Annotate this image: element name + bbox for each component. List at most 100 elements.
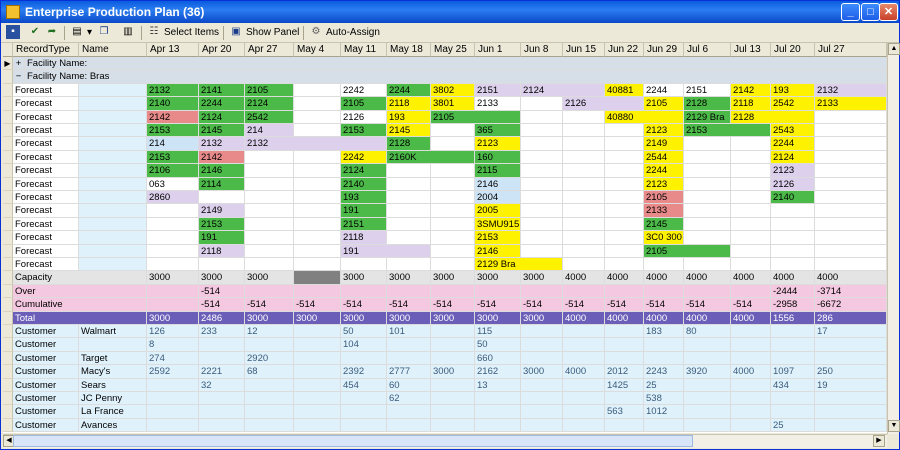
customer-value-cell[interactable]: 3920: [684, 365, 731, 379]
forecast-cell[interactable]: [771, 258, 815, 272]
row-selector[interactable]: [3, 137, 13, 151]
customer-value-cell[interactable]: [431, 378, 475, 392]
forecast-cell[interactable]: [731, 150, 771, 165]
forecast-cell[interactable]: 2140: [341, 177, 387, 191]
forecast-cell[interactable]: 2133: [475, 97, 521, 111]
forecast-cell[interactable]: 3802: [431, 83, 475, 98]
forecast-cell[interactable]: [294, 258, 341, 272]
forecast-cell[interactable]: [771, 231, 815, 245]
customer-value-cell[interactable]: 2592: [147, 365, 199, 379]
customer-value-cell[interactable]: [771, 351, 815, 366]
close-button[interactable]: ✕: [879, 3, 898, 21]
forecast-cell[interactable]: 2105: [644, 191, 684, 205]
forecast-cell[interactable]: [245, 150, 294, 165]
copy-icon[interactable]: ❐: [99, 26, 109, 38]
production-grid[interactable]: RecordType Name Apr 13 Apr 20 Apr 27 May 4 May…: [3, 43, 887, 433]
forecast-cell[interactable]: [294, 124, 341, 138]
column-header[interactable]: Jun 15: [563, 43, 605, 57]
customer-value-cell[interactable]: [563, 338, 605, 352]
customer-value-cell[interactable]: [521, 325, 563, 339]
forecast-cell[interactable]: [521, 150, 563, 165]
column-header[interactable]: Jun 29: [644, 43, 684, 57]
customer-value-cell[interactable]: [199, 405, 245, 419]
customer-value-cell[interactable]: 68: [245, 365, 294, 379]
forecast-cell[interactable]: 2151: [684, 83, 731, 98]
horizontal-scrollbar[interactable]: ◀ ▶: [3, 434, 887, 448]
row-selector[interactable]: [3, 284, 13, 299]
customer-value-cell[interactable]: [731, 325, 771, 339]
forecast-cell[interactable]: 2242: [341, 150, 387, 165]
row-selector[interactable]: [3, 298, 13, 312]
customer-value-cell[interactable]: 538: [644, 392, 684, 406]
customer-value-cell[interactable]: 17: [815, 325, 887, 339]
forecast-cell[interactable]: 193: [341, 191, 387, 205]
row-selector[interactable]: [3, 258, 13, 272]
forecast-cell[interactable]: 2153: [341, 124, 387, 138]
forecast-cell[interactable]: [563, 244, 605, 258]
customer-value-cell[interactable]: [294, 378, 341, 392]
forecast-cell[interactable]: [245, 217, 294, 232]
customer-value-cell[interactable]: 2221: [199, 365, 245, 379]
customer-value-cell[interactable]: [294, 405, 341, 419]
forecast-cell[interactable]: 2153: [475, 231, 521, 245]
customer-value-cell[interactable]: 3000: [521, 365, 563, 379]
row-selector[interactable]: [3, 392, 13, 406]
forecast-cell[interactable]: [431, 164, 475, 178]
forecast-cell[interactable]: [815, 137, 887, 151]
customer-value-cell[interactable]: [245, 418, 294, 433]
forecast-cell[interactable]: 2128: [731, 110, 815, 124]
row-selector[interactable]: [3, 150, 13, 165]
column-header[interactable]: May 25: [431, 43, 475, 57]
forecast-cell[interactable]: 2860: [147, 191, 199, 205]
forecast-cell[interactable]: [431, 258, 475, 272]
row-selector[interactable]: [3, 311, 13, 325]
customer-value-cell[interactable]: [563, 405, 605, 419]
row-selector[interactable]: [3, 217, 13, 232]
customer-value-cell[interactable]: 8: [147, 338, 199, 352]
customer-value-cell[interactable]: 62: [387, 392, 431, 406]
forecast-cell[interactable]: [245, 244, 294, 258]
forecast-cell[interactable]: [644, 258, 684, 272]
forecast-cell[interactable]: [294, 204, 341, 218]
forecast-cell[interactable]: [731, 177, 771, 191]
forecast-cell[interactable]: 40880: [605, 110, 684, 124]
forecast-cell[interactable]: 2133: [644, 204, 684, 218]
forecast-cell[interactable]: [387, 217, 431, 232]
customer-value-cell[interactable]: [731, 392, 771, 406]
forecast-cell[interactable]: [605, 191, 644, 205]
forecast-cell[interactable]: [147, 217, 199, 232]
forecast-cell[interactable]: [387, 191, 431, 205]
customer-value-cell[interactable]: [605, 351, 644, 366]
forecast-cell[interactable]: 2132: [199, 137, 245, 151]
forecast-cell[interactable]: 2005: [475, 204, 521, 218]
customer-value-cell[interactable]: [431, 338, 475, 352]
maximize-button[interactable]: □: [861, 3, 880, 21]
forecast-cell[interactable]: [684, 177, 731, 191]
forecast-cell[interactable]: [815, 177, 887, 191]
forecast-cell[interactable]: 2105: [431, 110, 521, 124]
row-selector[interactable]: [3, 378, 13, 392]
customer-value-cell[interactable]: 19: [815, 378, 887, 392]
forecast-cell[interactable]: 2145: [199, 124, 245, 138]
customer-value-cell[interactable]: [341, 392, 387, 406]
forecast-cell[interactable]: 2142: [199, 150, 245, 165]
forecast-cell[interactable]: 2123: [644, 177, 684, 191]
forecast-cell[interactable]: 365: [475, 124, 521, 138]
customer-value-cell[interactable]: 3000: [431, 365, 475, 379]
forecast-cell[interactable]: 2142: [731, 83, 771, 98]
customer-value-cell[interactable]: 80: [684, 325, 731, 339]
forecast-cell[interactable]: [815, 191, 887, 205]
customer-value-cell[interactable]: [605, 338, 644, 352]
forecast-cell[interactable]: 2126: [341, 110, 387, 124]
row-selector[interactable]: [3, 124, 13, 138]
column-header[interactable]: Jul 20: [771, 43, 815, 57]
forecast-cell[interactable]: 2106: [147, 164, 199, 178]
forecast-cell[interactable]: 2141: [199, 83, 245, 98]
select-items-button[interactable]: ☷ Select Items: [147, 25, 220, 41]
forecast-cell[interactable]: 2145: [387, 124, 431, 138]
forecast-cell[interactable]: 40881: [605, 83, 644, 98]
forecast-cell[interactable]: [815, 217, 887, 232]
forecast-cell[interactable]: 2123: [475, 137, 521, 151]
forecast-cell[interactable]: [815, 258, 887, 272]
customer-value-cell[interactable]: [341, 418, 387, 433]
